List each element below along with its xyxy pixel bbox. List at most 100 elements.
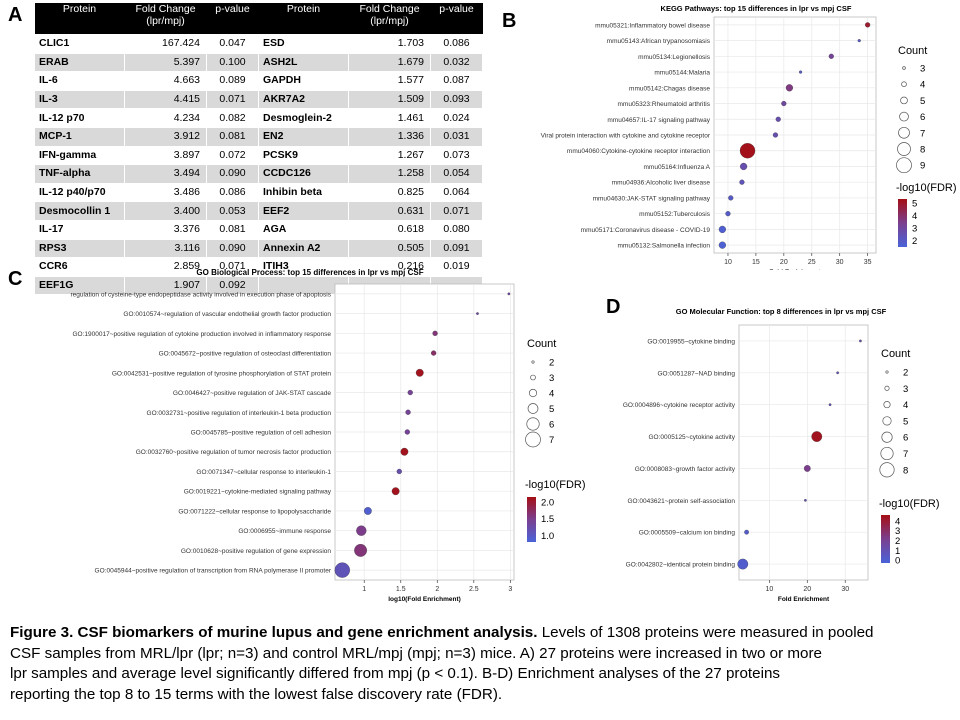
p-value-cell: 0.087	[430, 71, 483, 91]
data-point	[405, 409, 411, 415]
fold-change-cell: 3.897	[124, 145, 207, 166]
fold-change-cell: 0.216	[348, 257, 431, 277]
count-legend-title: Count	[527, 338, 556, 350]
protein-cell: TNF-alpha	[34, 164, 125, 184]
data-point	[718, 225, 726, 233]
protein-cell: ERAB	[34, 52, 125, 73]
term-label: regulation of cysteine-type endopeptidas…	[70, 291, 331, 298]
caption-line-1: Levels of 1308 proteins were measured in…	[537, 624, 874, 641]
table-header-row: Protein Fold Change (lpr/mpj) p-value Pr…	[34, 3, 483, 35]
protein-cell: EN2	[258, 126, 349, 147]
protein-cell: EEF1G	[34, 275, 125, 296]
data-point	[739, 179, 745, 185]
fold-change-cell: 3.400	[124, 201, 207, 221]
term-label: GO:0019221~cytokine-mediated signaling p…	[184, 489, 332, 496]
term-label: GO:0051287~NAD binding	[657, 370, 735, 377]
table-row: IL-12 p40/p70 3.486 0.086 Inhibin beta 0.825…	[34, 182, 483, 203]
caption-title: Figure 3. CSF biomarkers of murine lupus…	[10, 624, 538, 641]
fold-change-cell: 3.116	[124, 238, 207, 259]
color-legend-label: 1	[895, 546, 900, 557]
go-biological-process-chart: GO Biological Process: top 15 difference…	[70, 268, 585, 603]
x-tick-label: 10	[765, 586, 773, 593]
term-label: GO:0004896~cytokine receptor activity	[623, 402, 736, 409]
count-legend-label: 4	[920, 80, 925, 91]
data-point	[859, 339, 862, 343]
p-value-cell: 0.064	[430, 182, 483, 203]
term-label: GO:0008083~growth factor activity	[635, 466, 736, 473]
protein-cell: EEF2	[258, 201, 349, 221]
term-label: GO:1900017~positive regulation of cytoki…	[72, 331, 331, 338]
x-tick-label: 15	[752, 259, 760, 266]
count-legend-circle	[884, 385, 890, 391]
panel-label-b: B	[502, 10, 517, 32]
count-legend-label: 5	[903, 416, 908, 427]
count-legend-label: 6	[549, 420, 554, 431]
x-tick-label: 2	[435, 586, 439, 593]
protein-cell: IL-6	[34, 71, 125, 91]
count-legend-label: 7	[549, 435, 554, 446]
header-fold-change-2: Fold Change (lpr/mpj)	[348, 3, 431, 35]
fold-change-cell: 0.825	[348, 182, 431, 203]
count-legend-circle	[898, 126, 910, 139]
data-point	[828, 53, 834, 59]
term-label: mmu05142:Chagas disease	[629, 85, 710, 92]
color-legend-bar	[898, 199, 907, 247]
data-point	[739, 143, 756, 159]
x-tick-label: 1.5	[396, 586, 406, 593]
data-point	[857, 39, 861, 43]
fold-change-cell: 4.663	[124, 71, 207, 91]
term-label: mmu04657:IL-17 signaling pathway	[607, 117, 710, 124]
fold-change-cell: 1.509	[348, 89, 431, 110]
p-value-cell: 0.081	[206, 219, 259, 240]
figure-caption: Figure 3. CSF biomarkers of murine lupus…	[10, 623, 955, 705]
color-legend-label: 2	[912, 236, 917, 247]
p-value-cell: 0.089	[206, 71, 259, 91]
data-point	[400, 447, 409, 456]
count-legend-circle	[531, 360, 535, 364]
term-label: mmu04630:JAK-STAT signaling pathway	[593, 195, 711, 202]
data-point	[804, 498, 807, 502]
count-legend-label: 3	[903, 384, 908, 395]
data-point	[396, 468, 402, 475]
count-legend-circle	[883, 401, 891, 409]
data-point	[356, 525, 367, 536]
color-legend-label: 1.0	[541, 531, 554, 542]
x-tick-label: 2.5	[469, 586, 479, 593]
caption-line-3: lpr samples and average level significan…	[10, 665, 781, 682]
data-point	[507, 292, 511, 296]
count-legend-label: 2	[903, 368, 908, 379]
x-tick-label: 30	[836, 259, 844, 266]
protein-cell: GAPDH	[258, 71, 349, 91]
header-p-value-2: p-value	[430, 3, 483, 35]
fold-change-cell: 3.376	[124, 219, 207, 240]
fold-change-cell: 0.631	[348, 201, 431, 221]
x-tick-label: 25	[808, 259, 816, 266]
protein-cell: AKR7A2	[258, 89, 349, 110]
data-point	[334, 562, 350, 578]
data-point	[364, 507, 372, 515]
panel-label-c: C	[8, 268, 23, 290]
count-legend-circle	[526, 417, 540, 431]
count-legend-circle	[902, 66, 906, 70]
term-label: GO:0045785~positive regulation of cell a…	[191, 430, 332, 437]
chart-title: GO Biological Process: top 15 difference…	[196, 268, 423, 277]
p-value-cell: 0.091	[430, 238, 483, 259]
term-label: mmu04060:Cytokine-cytokine receptor inte…	[567, 148, 710, 155]
count-legend-circle	[901, 81, 907, 87]
term-label: GO:0045944~positive regulation of transc…	[95, 568, 332, 575]
p-value-cell: 0.019	[430, 257, 483, 277]
p-value-cell: 0.086	[430, 34, 483, 54]
data-point	[781, 100, 787, 107]
table-row: IFN-gamma 3.897 0.072 PCSK9 1.267 0.073	[34, 145, 483, 166]
data-point	[836, 371, 839, 375]
chart-title: KEGG Pathways: top 15 differences in lpr…	[661, 4, 852, 13]
table-row: IL-12 p70 4.234 0.082 Desmoglein-2 1.461 0.02…	[34, 108, 483, 128]
panel-label-a: A	[8, 4, 23, 26]
fold-change-cell: 4.415	[124, 89, 207, 110]
protein-cell: IL-3	[34, 89, 125, 110]
term-label: GO:0005125~cytokine activity	[648, 434, 735, 441]
fold-change-cell: 1.461	[348, 108, 431, 128]
count-legend-circle	[882, 416, 892, 426]
count-legend-circle	[527, 403, 539, 414]
protein-cell: CCR6	[34, 257, 125, 277]
